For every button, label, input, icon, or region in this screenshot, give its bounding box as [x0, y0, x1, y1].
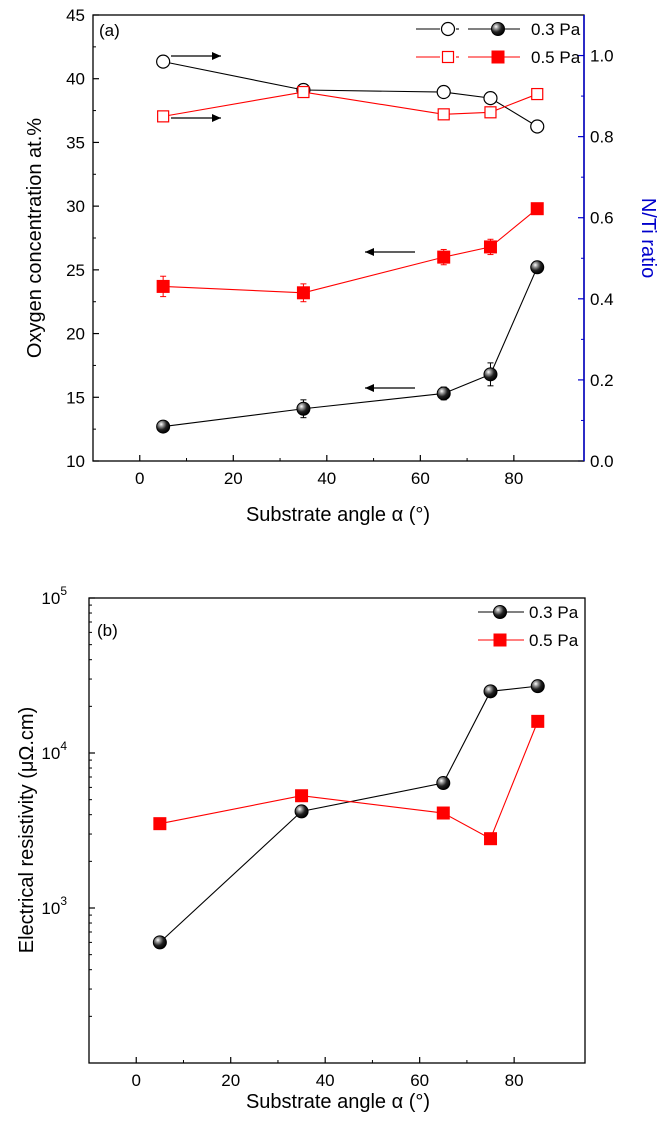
chart-b-x-tick-label-2: 40	[316, 1071, 335, 1090]
chart-a-legend-label-0: 0.3 Pa	[531, 20, 581, 39]
chart-b-legend-marker-0	[493, 605, 507, 619]
chart-a-y-tick-label-7: 45	[66, 6, 85, 25]
chart-b-series-1-point-4	[531, 714, 545, 728]
chart-a-y2-tick-label-3: 0.6	[590, 209, 614, 228]
chart-b-y-axis-title: Electrical resistivity (μΩ.cm)	[16, 707, 38, 953]
chart-a-arrow-right-1-head	[212, 52, 221, 60]
chart-a-x-tick-label-2: 40	[317, 469, 336, 488]
chart-a: 0 20 40 60 80 10 15 20 25 30 35 40 45 0.0 0.2 0.4 0.6 0.8…	[24, 6, 659, 526]
chart-a-marks	[156, 54, 545, 434]
chart-b-x-axis-title: Substrate angle α (°)	[246, 1091, 430, 1113]
chart-a-series-1-point-1	[296, 286, 310, 300]
chart-a-legend-marker-open-1	[441, 50, 455, 64]
chart-b-series-0-line	[159, 685, 538, 943]
chart-a-series-1-point-4	[530, 202, 544, 216]
chart-a-legend: 0.3 Pa 0.5 Pa	[416, 20, 581, 67]
chart-a-y-tick-label-1: 15	[66, 388, 85, 407]
chart-a-series-3-line	[163, 91, 538, 117]
chart-a-series-2-point-4	[530, 119, 545, 134]
chart-a-series-0-line	[163, 267, 538, 428]
chart-b-marks	[152, 679, 545, 950]
chart-a-x-tick-label-0: 0	[135, 469, 144, 488]
chart-a-series-0-point-1	[296, 401, 311, 416]
chart-a-series-3-point-0	[157, 110, 170, 123]
chart-b-legend: 0.3 Pa 0.5 Pa	[478, 603, 579, 650]
chart-a-x-tick-label-4: 80	[504, 469, 523, 488]
chart-b-x-tick-label-1: 20	[221, 1071, 240, 1090]
chart-a-series-1-point-3	[483, 240, 497, 254]
chart-a-y-tick-label-5: 35	[66, 133, 85, 152]
chart-b-legend-label-1: 0.5 Pa	[529, 631, 579, 650]
chart-a-series-2-point-3	[483, 91, 498, 106]
chart-a-series-3-point-2	[437, 108, 450, 121]
chart-a-series-1-point-2	[437, 250, 451, 264]
chart-a-series-0-point-4	[530, 260, 545, 275]
chart-a-series-3-point-1	[297, 85, 310, 99]
chart-b-legend-marker-1	[493, 633, 507, 647]
chart-a-x-tick-label-1: 20	[224, 469, 243, 488]
chart-b-series-1-line	[159, 721, 539, 840]
chart-a-legend-label-1: 0.5 Pa	[531, 48, 581, 67]
chart-a-y2-tick-label-5: 1.0	[590, 47, 614, 66]
chart-a-y-tick-label-6: 40	[66, 70, 85, 89]
chart-b-y-tick-label-1: 104	[41, 739, 67, 763]
chart-b-y-tick-label-0: 103	[41, 894, 67, 918]
chart-a-y-tick-label-3: 25	[66, 261, 85, 280]
chart-b-series-0-point-4	[530, 679, 545, 694]
chart-b-series-1-point-1	[295, 789, 309, 803]
chart-b-x-tick-label-3: 60	[410, 1071, 429, 1090]
chart-a-legend-marker-open-0	[440, 21, 456, 37]
chart-a-y-axis-title: Oxygen concentration at.%	[24, 118, 46, 358]
chart-b-series-1-point-2	[436, 806, 450, 820]
chart-b-series-1-point-3	[484, 832, 498, 846]
chart-b-panel-label: (b)	[97, 621, 118, 640]
chart-a-y2-tick-label-2: 0.4	[590, 290, 614, 309]
chart-a-series-2-point-0	[156, 54, 171, 69]
chart-a-plot-frame	[92, 14, 585, 462]
chart-b-ticks: 0 20 40 60 80 103 104 105	[41, 584, 523, 1090]
chart-b-y-tick-exponent-2: 5	[60, 584, 67, 598]
chart-b-x-tick-label-0: 0	[132, 1071, 141, 1090]
chart-a-series-1-point-0	[156, 279, 170, 293]
chart-a-series-1-line	[163, 208, 538, 294]
chart-b-series-0-point-3	[483, 684, 498, 699]
chart-a-annotation-arrows	[171, 52, 415, 392]
chart-a-series-0-point-0	[156, 419, 171, 434]
chart-a-legend-marker-filled-1	[491, 50, 505, 64]
chart-a-series-3-point-4	[531, 87, 544, 101]
chart-a-y2-tick-label-4: 0.8	[590, 128, 614, 147]
chart-b-y-tick-label-2: 105	[41, 584, 67, 608]
chart-b-x-tick-label-4: 80	[505, 1071, 524, 1090]
chart-a-series-0-point-2	[436, 386, 451, 401]
chart-a-y-tick-label-4: 30	[66, 197, 85, 216]
chart-a-arrow-right-2-head	[212, 114, 221, 122]
chart-b-series-0-point-0	[152, 935, 167, 950]
chart-b-y-tick-exponent-1: 4	[60, 739, 67, 753]
chart-a-series-2-line	[163, 61, 538, 127]
chart-a-series-2-point-2	[436, 84, 451, 100]
chart-a-y2-axis-title: N/Ti ratio	[637, 198, 659, 278]
chart-a-y2-tick-label-0: 0.0	[590, 452, 614, 471]
chart-b-legend-label-0: 0.3 Pa	[529, 603, 579, 622]
chart-b-plot-frame	[88, 597, 586, 1064]
chart-a-y2-tick-label-1: 0.2	[590, 371, 614, 390]
chart-b: 0 20 40 60 80 103 104 105 (b) Substrate angle α…	[16, 584, 586, 1113]
chart-a-x-tick-label-3: 60	[411, 469, 430, 488]
chart-a-panel-label: (a)	[99, 21, 120, 40]
chart-a-x-axis-title: Substrate angle α (°)	[246, 504, 430, 526]
chart-a-legend-marker-filled-0	[491, 22, 505, 36]
chart-b-series-0-point-1	[294, 804, 309, 819]
chart-a-y-tick-label-0: 10	[66, 452, 85, 471]
chart-b-series-1-point-0	[153, 817, 167, 831]
chart-a-ticks: 0 20 40 60 80 10 15 20 25 30 35 40 45 0.0 0.2 0.4 0.6 0.8…	[66, 6, 614, 488]
chart-a-y-tick-label-2: 20	[66, 325, 85, 344]
chart-a-arrow-left-1-head	[365, 248, 374, 256]
chart-a-series-0-point-3	[483, 367, 498, 382]
chart-b-y-tick-exponent-0: 3	[60, 894, 67, 908]
chart-a-arrow-left-2-head	[365, 384, 374, 392]
chart-a-series-3-point-3	[484, 106, 497, 119]
chart-b-series-0-point-2	[436, 776, 451, 791]
